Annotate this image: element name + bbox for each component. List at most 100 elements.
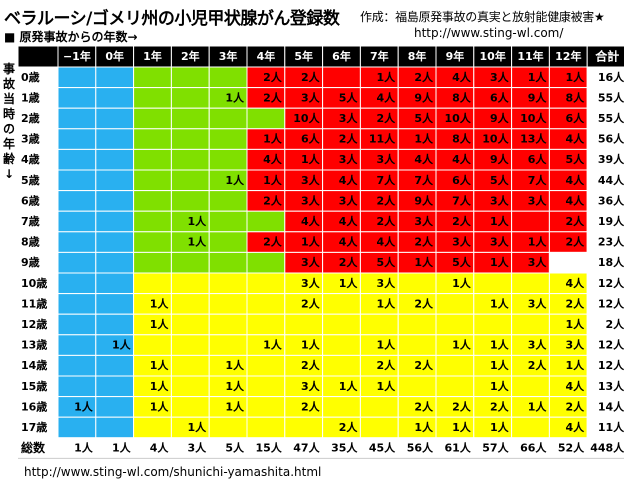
data-cell-value: 3人: [339, 152, 359, 166]
data-cell: [208, 313, 248, 336]
data-cell: [435, 293, 475, 315]
data-cell: [208, 272, 248, 295]
data-cell-value: 1人: [414, 132, 434, 146]
data-cell-value: 1人: [150, 399, 170, 413]
data-cell: [133, 190, 172, 212]
data-cell-value: 5人: [339, 90, 359, 104]
row-total-value: 36人: [598, 193, 624, 207]
row-total-value: 12人: [598, 338, 624, 352]
data-cell-value: 3人: [301, 255, 321, 269]
row-total-value: 16人: [598, 70, 624, 84]
row-label-age: 11歳: [21, 296, 47, 310]
data-cell-value: 9人: [490, 111, 510, 125]
data-cell: [246, 272, 286, 295]
data-cell: [57, 354, 97, 377]
header-corner-cell: [17, 45, 59, 68]
data-cell: [435, 375, 475, 398]
column-header-label: 7年: [370, 49, 389, 63]
data-cell: [322, 293, 361, 315]
data-cell-value: 2人: [377, 111, 397, 125]
data-cell: [170, 334, 210, 356]
row-total-value: 2人: [606, 317, 624, 331]
data-cell: [170, 396, 210, 418]
data-cell: [208, 66, 248, 89]
data-cell-value: 1人: [188, 420, 208, 434]
data-cell: [57, 169, 97, 192]
data-cell-value: 7人: [414, 173, 434, 187]
row-total-value: 23人: [598, 235, 624, 249]
data-cell: [208, 148, 248, 171]
data-cell-value: 1人: [150, 296, 170, 310]
data-cell-value: 2人: [452, 214, 472, 228]
data-cell-value: 1人: [490, 379, 510, 393]
data-cell: [57, 272, 97, 295]
data-cell-value: 6人: [528, 152, 548, 166]
data-cell-value: 1人: [377, 296, 397, 310]
data-cell-value: 3人: [528, 255, 548, 269]
data-cell-value: 3人: [377, 276, 397, 290]
data-cell-value: 1人: [490, 214, 510, 228]
row-total-value: 11人: [598, 420, 624, 434]
data-cell: [435, 354, 475, 377]
data-cell-value: 10人: [482, 132, 509, 146]
data-cell: [397, 334, 437, 356]
data-cell-value: 10人: [444, 111, 471, 125]
column-header-label: 6年: [332, 49, 351, 63]
data-cell-value: 4人: [452, 70, 472, 84]
data-cell-value: 2人: [566, 214, 586, 228]
data-cell: [95, 169, 135, 192]
row-label-age: 5歳: [21, 173, 40, 187]
data-cell: [57, 416, 97, 439]
data-cell: [133, 128, 172, 150]
column-header-label: 8年: [408, 49, 427, 63]
data-cell-value: 1人: [414, 420, 434, 434]
column-header-label: 10年: [480, 49, 506, 63]
data-cell-value: 3人: [528, 338, 548, 352]
source-url-top[interactable]: http://www.sting-wl.com/: [414, 26, 564, 40]
data-cell: [95, 210, 135, 233]
data-cell-value: 2人: [414, 235, 434, 249]
data-cell: [57, 107, 97, 130]
data-cell-value: 1人: [225, 399, 245, 413]
total-row-label: 総数: [21, 440, 46, 455]
data-cell: [284, 313, 324, 336]
data-cell: [95, 107, 135, 130]
column-total-value: 66人: [520, 441, 547, 455]
data-cell: [473, 272, 513, 295]
data-cell: [435, 313, 475, 336]
data-cell-value: 3人: [452, 235, 472, 249]
data-cell-value: 7人: [528, 173, 548, 187]
source-url-bottom[interactable]: http://www.sting-wl.com/shunichi-yamashi…: [24, 465, 322, 479]
data-cell: [359, 416, 399, 439]
data-cell: [95, 231, 135, 253]
data-cell: [473, 313, 513, 336]
data-cell: [208, 293, 248, 315]
data-cell-value: 1人: [263, 173, 283, 187]
data-cell: [95, 354, 135, 377]
data-cell: [57, 375, 97, 398]
data-cell-value: 4人: [566, 173, 586, 187]
data-cell: [170, 107, 210, 130]
data-cell-value: 1人: [377, 338, 397, 352]
data-cell-value: 3人: [301, 379, 321, 393]
data-cell: [322, 66, 361, 89]
data-cell-value: 1人: [452, 276, 472, 290]
data-cell-value: 1人: [74, 399, 94, 413]
data-cell: [322, 354, 361, 377]
data-cell-value: 2人: [339, 420, 359, 434]
data-cell: [359, 313, 399, 336]
data-cell-value: 3人: [301, 173, 321, 187]
data-cell: [57, 190, 97, 212]
data-cell-value: 6人: [490, 90, 510, 104]
data-cell: [170, 87, 210, 109]
data-cell-value: 4人: [377, 90, 397, 104]
row-label-age: 16歳: [21, 399, 47, 413]
data-cell: [322, 334, 361, 356]
row-label-age: 12歳: [21, 317, 47, 331]
data-cell: [246, 251, 286, 274]
data-cell-value: 7人: [377, 173, 397, 187]
data-cell-value: 2人: [414, 358, 434, 372]
data-cell-value: 11人: [369, 132, 396, 146]
data-cell-value: 1人: [188, 214, 208, 228]
column-header-label: 4年: [257, 49, 276, 63]
